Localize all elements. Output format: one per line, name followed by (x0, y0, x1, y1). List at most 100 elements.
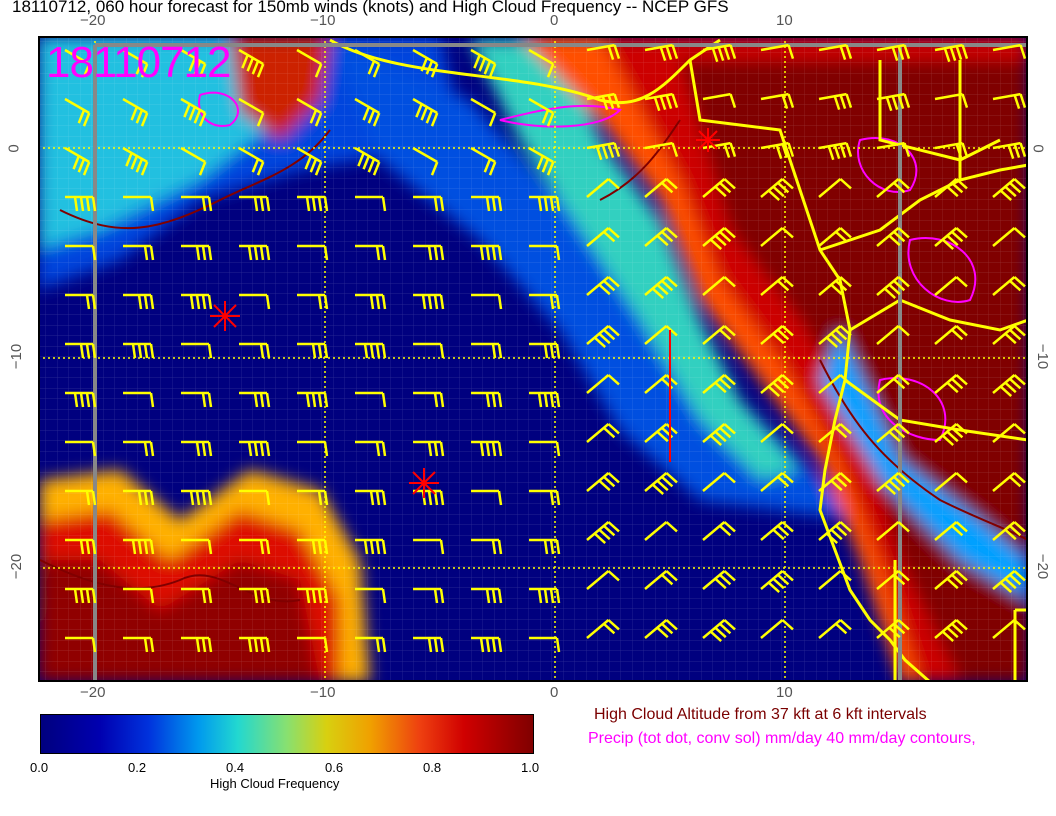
wind-barb (180, 97, 207, 127)
date-stamp: 18110712 (46, 38, 231, 87)
wind-barb (64, 48, 91, 78)
wind-barb (760, 141, 795, 160)
lat-lon-gridlines (38, 36, 1028, 682)
wind-barb (413, 342, 445, 359)
wind-barb (992, 141, 1027, 160)
wind-barb (123, 489, 155, 506)
wind-barb (992, 374, 1026, 397)
colorbar (40, 714, 534, 754)
wind-barb (876, 227, 910, 247)
wind-barb (760, 472, 794, 492)
wind-barb (470, 48, 497, 78)
wind-barb (529, 195, 561, 212)
wind-barb (296, 48, 323, 78)
wind-barb (934, 423, 968, 446)
wind-barb (180, 48, 207, 78)
wind-barb (413, 244, 445, 261)
wind-barb (760, 227, 794, 247)
wind-barb (123, 342, 155, 359)
wind-barb (355, 342, 387, 359)
wind-barb (239, 489, 271, 506)
wind-barb (702, 570, 736, 590)
wind-barb (818, 43, 853, 61)
wind-barb (239, 538, 271, 555)
wind-barb (297, 391, 329, 408)
wind-barb (644, 178, 678, 198)
wind-barb (529, 636, 561, 653)
wind-barb (297, 195, 329, 212)
wind-barb (702, 374, 736, 394)
wind-barb (471, 342, 503, 359)
wind-barb (413, 440, 445, 457)
wind-barb (876, 619, 910, 639)
wind-barb (644, 619, 678, 639)
wind-barb (238, 146, 265, 176)
lat-tick-right: 0 (1029, 144, 1047, 153)
wind-barb (876, 570, 910, 590)
wind-barb (992, 472, 1026, 492)
wind-barb (65, 195, 97, 212)
wind-barb (65, 489, 97, 506)
wind-barb (760, 92, 795, 110)
wind-barb (180, 146, 207, 176)
wind-barb (355, 440, 387, 457)
wind-barb (702, 276, 736, 296)
wind-barb (122, 146, 149, 176)
wind-barb (471, 636, 503, 653)
wind-barb (586, 43, 621, 61)
wind-barb (934, 43, 969, 63)
wind-barb (529, 489, 561, 506)
wind-barb (412, 97, 439, 127)
wind-barb (586, 619, 620, 639)
wind-barb (876, 92, 911, 112)
colorbar-tick: 0.8 (423, 760, 442, 775)
wind-barb (586, 276, 620, 296)
wind-barb (644, 570, 678, 590)
wind-barb (876, 276, 910, 299)
wind-barb (355, 636, 387, 653)
wind-barb (818, 619, 852, 639)
wind-barb (239, 587, 271, 604)
wind-barb (529, 342, 561, 359)
wind-barbs (64, 43, 1027, 653)
wind-barb (65, 440, 97, 457)
wind-barb (992, 570, 1026, 593)
wind-barb (528, 97, 555, 127)
wind-barb (123, 391, 155, 408)
wind-barb (413, 195, 445, 212)
wind-barb (818, 374, 852, 394)
wind-barb (876, 325, 910, 345)
wind-barb (471, 244, 503, 261)
wind-barb (992, 619, 1026, 639)
wind-barb (934, 325, 968, 345)
wind-barb (239, 244, 271, 261)
wind-barb (412, 146, 439, 176)
wind-barb (702, 43, 737, 63)
wind-barb (528, 48, 555, 78)
wind-barb (644, 276, 678, 299)
cloud-altitude-contours (39, 119, 1028, 603)
wind-barb (529, 391, 561, 408)
wind-barb (876, 141, 911, 157)
wind-barb (181, 489, 213, 506)
wind-barb (818, 472, 852, 492)
wind-barb (992, 521, 1026, 541)
wind-barb (471, 489, 503, 506)
wind-barb (412, 48, 439, 78)
wind-barb (760, 374, 794, 397)
colorbar-label: High Cloud Frequency (210, 776, 340, 791)
wind-barb (239, 440, 271, 457)
wind-barb (992, 325, 1026, 345)
wind-barb (297, 440, 329, 457)
wind-barb (355, 293, 387, 310)
wind-barb (818, 521, 852, 544)
wind-barb (239, 391, 271, 408)
wind-barb (354, 97, 381, 127)
wind-barb (123, 244, 155, 261)
wind-barb (239, 636, 271, 653)
wind-barb (239, 195, 271, 212)
wind-barb (529, 293, 561, 310)
colorbar-tick: 1.0 (521, 760, 540, 775)
forecast-map (38, 36, 1028, 682)
wind-barb (65, 293, 97, 310)
